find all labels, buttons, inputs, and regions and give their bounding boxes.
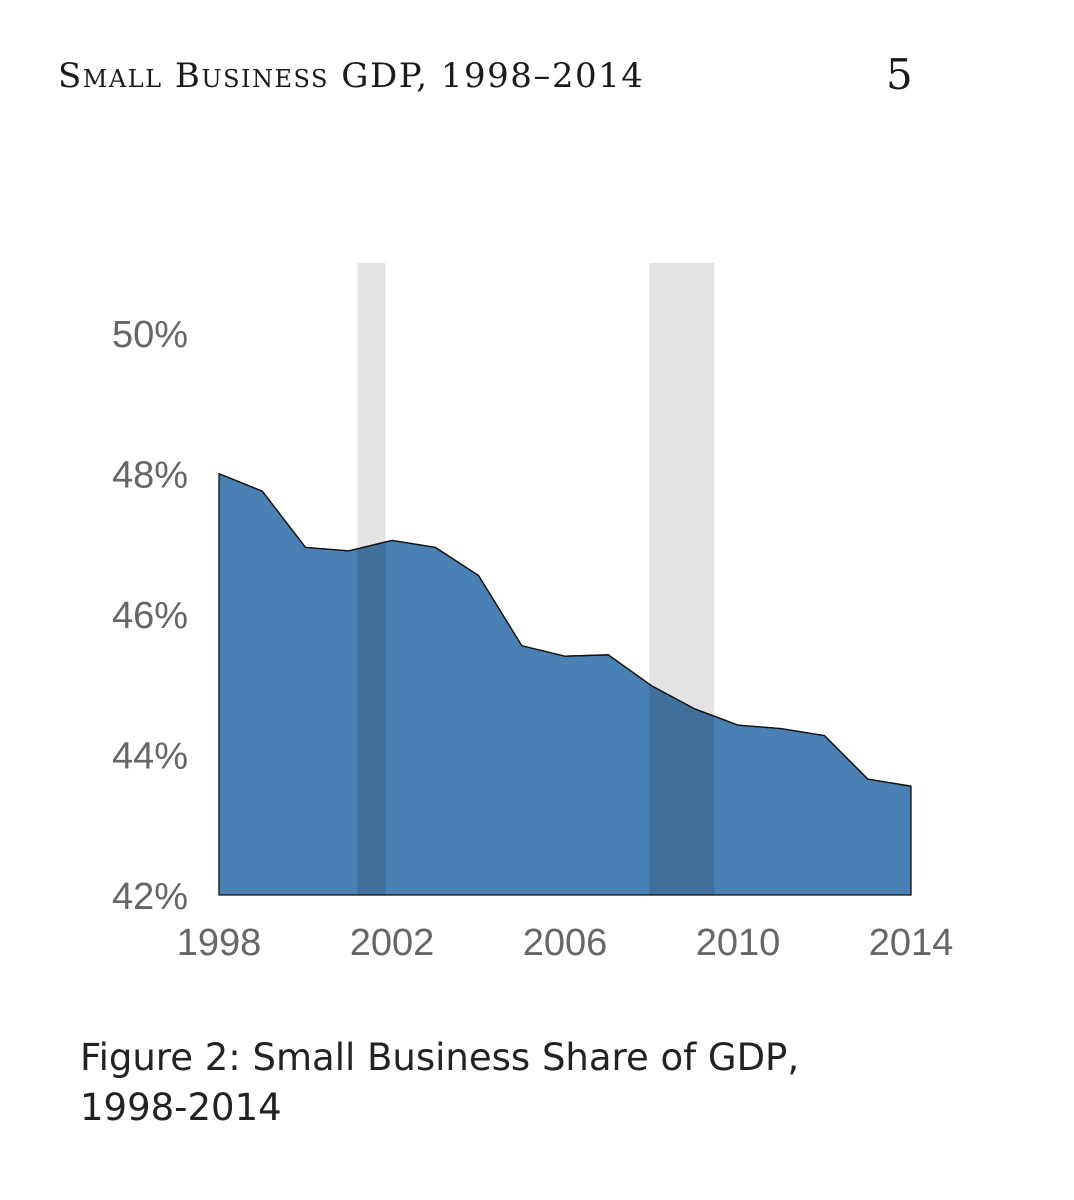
page-number: 5 (886, 50, 913, 99)
area-chart: 42% 44% 46% 48% 50% 1998 2002 2006 2010 2014 (112, 263, 954, 964)
y-tick-label: 46% (112, 595, 188, 637)
x-tick-label: 2014 (869, 922, 954, 964)
x-tick-label: 2010 (696, 922, 781, 964)
x-tick-label: 2002 (350, 922, 435, 964)
y-tick-label: 42% (112, 876, 188, 918)
caption-line-2: 1998-2014 (80, 1086, 282, 1129)
y-tick-label: 44% (112, 736, 188, 778)
series-area (218, 472, 912, 896)
x-tick-label: 1998 (177, 922, 262, 964)
x-tick-label: 2006 (523, 922, 608, 964)
y-axis-ticks: 42% 44% 46% 48% 50% (112, 314, 188, 918)
y-tick-label: 50% (112, 314, 188, 356)
series-line (218, 473, 912, 787)
page-header: Small Business GDP, 1998–2014 5 (58, 50, 1018, 120)
x-axis-ticks: 1998 2002 2006 2010 2014 (177, 922, 954, 964)
caption-line-1: Figure 2: Small Business Share of GDP, (80, 1036, 800, 1079)
y-tick-label: 48% (112, 455, 188, 497)
figure-caption: Figure 2: Small Business Share of GDP, 1… (80, 1033, 980, 1133)
running-title: Small Business GDP, 1998–2014 (58, 56, 645, 96)
